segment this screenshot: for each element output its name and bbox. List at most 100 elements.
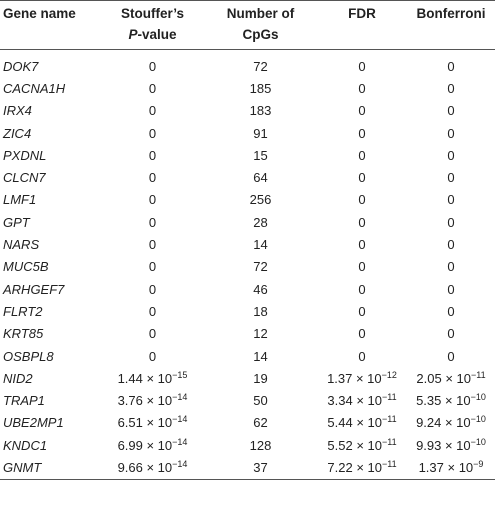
header-fdr-label: FDR xyxy=(348,6,376,21)
fdr-cell: 0 xyxy=(358,170,366,186)
table-row: UBE2MP1 6.51 × 10−14 62 5.44 × 10−11 9.24 × … xyxy=(0,412,495,434)
gene-name-cell: GPT xyxy=(3,214,30,230)
stouffer-p-cell: 0 xyxy=(148,125,157,141)
fdr-cell: 3.34 × 10−11 xyxy=(317,389,407,411)
bonferroni-cell: 0 xyxy=(447,281,455,297)
fdr-mantissa: 5.44 × 10 xyxy=(327,415,382,431)
fdr-mantissa: 1.37 × 10 xyxy=(327,370,382,386)
table-row: NARS 0 14 0 0 xyxy=(0,233,495,255)
table-row: TRAP1 3.76 × 10−14 50 3.34 × 10−11 5.35 × 10… xyxy=(0,389,495,411)
fdr-cell: 0 xyxy=(358,125,366,141)
fdr-cell: 0 xyxy=(358,147,366,163)
bonferroni-cell: 0 xyxy=(447,125,455,141)
header-cpgs-line2: CpGs xyxy=(242,27,279,42)
fdr-cell: 0 xyxy=(358,348,366,364)
stouffer-p-cell: 0 xyxy=(148,80,157,96)
table-row: FLRT2 0 18 0 0 xyxy=(0,300,495,322)
bonferroni-cell: 0 xyxy=(447,259,455,275)
gene-name-cell: PXDNL xyxy=(3,147,47,163)
gene-name-cell: CACNA1H xyxy=(3,80,66,96)
cpg-count-cell: 28 xyxy=(253,214,268,230)
bonferroni-cell: 0 xyxy=(447,58,455,74)
fdr-mantissa: 3.34 × 10 xyxy=(327,393,382,409)
stouffer-p-cell: 0 xyxy=(148,259,157,275)
stouffer-p-cell: 0 xyxy=(148,192,157,208)
bonferroni-mantissa: 9.93 × 10 xyxy=(416,437,471,453)
fdr-cell: 0 xyxy=(358,58,366,74)
bonferroni-exponent: −10 xyxy=(470,436,486,447)
cpg-count-cell: 91 xyxy=(253,125,268,141)
fdr-cell: 0 xyxy=(358,281,366,297)
gene-name-cell: UBE2MP1 xyxy=(3,415,64,431)
cpg-count-cell: 14 xyxy=(253,348,268,364)
fdr-exponent: −11 xyxy=(381,392,397,403)
table-row: GPT 0 28 0 0 xyxy=(0,211,495,233)
cpg-count-cell: 19 xyxy=(253,370,268,386)
cpg-count-cell: 15 xyxy=(253,147,268,163)
cpg-count-cell: 37 xyxy=(204,456,317,480)
gene-results-table: Gene name Stouffer’s P-value Number of C… xyxy=(0,0,495,480)
bonferroni-cell: 0 xyxy=(447,80,455,96)
table-row: DOK7 0 72 0 0 xyxy=(0,55,495,77)
bonferroni-cell: 0 xyxy=(447,192,455,208)
stouffer-p-mantissa: 3.76 × 10 xyxy=(117,393,173,409)
gene-name-cell: TRAP1 xyxy=(3,393,45,409)
stouffer-p-cell: 0 xyxy=(148,237,157,253)
gene-name-cell: MUC5B xyxy=(3,259,49,275)
stouffer-p-cell: 0 xyxy=(148,326,157,342)
table-row: IRX4 0 183 0 0 xyxy=(0,100,495,122)
cpg-count-cell: 183 xyxy=(249,103,272,119)
bonferroni-cell: 9.93 × 10−10 xyxy=(407,434,495,456)
gene-name-cell: ZIC4 xyxy=(3,125,32,141)
bonferroni-cell: 0 xyxy=(447,348,455,364)
cpg-count-cell: 72 xyxy=(253,259,268,275)
gene-name-cell: LMF1 xyxy=(3,192,37,208)
bonferroni-cell: 0 xyxy=(447,214,455,230)
bonferroni-cell: 0 xyxy=(447,303,455,319)
bonferroni-cell: 5.35 × 10−10 xyxy=(407,389,495,411)
stouffer-p-cell: 9.66 × 10−14 xyxy=(101,456,204,480)
cpg-count-cell: 18 xyxy=(253,303,268,319)
cpg-count-cell: 62 xyxy=(253,415,268,431)
table-row: LMF1 0 256 0 0 xyxy=(0,189,495,211)
table-row: ZIC4 0 91 0 0 xyxy=(0,122,495,144)
header-stouffer-p: Stouffer’s P-value xyxy=(101,1,204,50)
gene-name-cell: KRT85 xyxy=(3,326,44,342)
table-row: CACNA1H 0 185 0 0 xyxy=(0,77,495,99)
table-row: GNMT 9.66 × 10−14 37 7.22 × 10−11 1.37 × 10−… xyxy=(0,456,495,480)
stouffer-p-cell: 0 xyxy=(148,214,157,230)
fdr-exponent: −11 xyxy=(381,414,397,425)
bonferroni-cell: 0 xyxy=(447,103,455,119)
table-row: NID2 1.44 × 10−15 19 1.37 × 10−12 2.05 × 10−… xyxy=(0,367,495,389)
cpg-count-cell: 128 xyxy=(249,437,272,453)
bonferroni-mantissa: 1.37 × 10 xyxy=(418,459,474,475)
stouffer-p-cell: 0 xyxy=(148,303,157,319)
cpg-count-cell: 14 xyxy=(253,237,268,253)
table-row: PXDNL 0 15 0 0 xyxy=(0,144,495,166)
bonferroni-cell: 0 xyxy=(447,326,455,342)
fdr-cell: 0 xyxy=(358,326,366,342)
header-stouffer-p-italic: P xyxy=(128,27,138,42)
header-bonferroni-label: Bonferroni xyxy=(416,6,486,21)
fdr-cell: 5.52 × 10−11 xyxy=(317,434,407,456)
stouffer-p-exponent: −14 xyxy=(172,414,188,425)
bonferroni-cell: 0 xyxy=(447,170,455,186)
bonferroni-cell: 1.37 × 10−9 xyxy=(407,456,495,480)
gene-name-cell: DOK7 xyxy=(3,58,39,74)
cpg-count-cell: 12 xyxy=(253,326,268,342)
cpg-count-cell: 185 xyxy=(249,80,272,96)
table-row: KNDC1 6.99 × 10−14 128 5.52 × 10−11 9.93 × 1… xyxy=(0,434,495,456)
bonferroni-exponent: −10 xyxy=(470,392,486,403)
header-gene-name: Gene name xyxy=(0,1,101,50)
stouffer-p-cell: 0 xyxy=(148,170,157,186)
header-stouffer-line2: P-value xyxy=(101,24,204,45)
stouffer-p-mantissa: 1.44 × 10 xyxy=(117,370,173,386)
stouffer-p-cell: 0 xyxy=(148,281,157,297)
header-bonferroni: Bonferroni xyxy=(407,1,495,50)
gene-name-cell: OSBPL8 xyxy=(3,348,54,364)
bonferroni-cell: 9.24 × 10−10 xyxy=(407,412,495,434)
stouffer-p-mantissa: 9.66 × 10 xyxy=(117,459,173,475)
fdr-cell: 5.44 × 10−11 xyxy=(317,412,407,434)
fdr-cell: 0 xyxy=(358,103,366,119)
cpg-count-cell: 46 xyxy=(253,281,268,297)
